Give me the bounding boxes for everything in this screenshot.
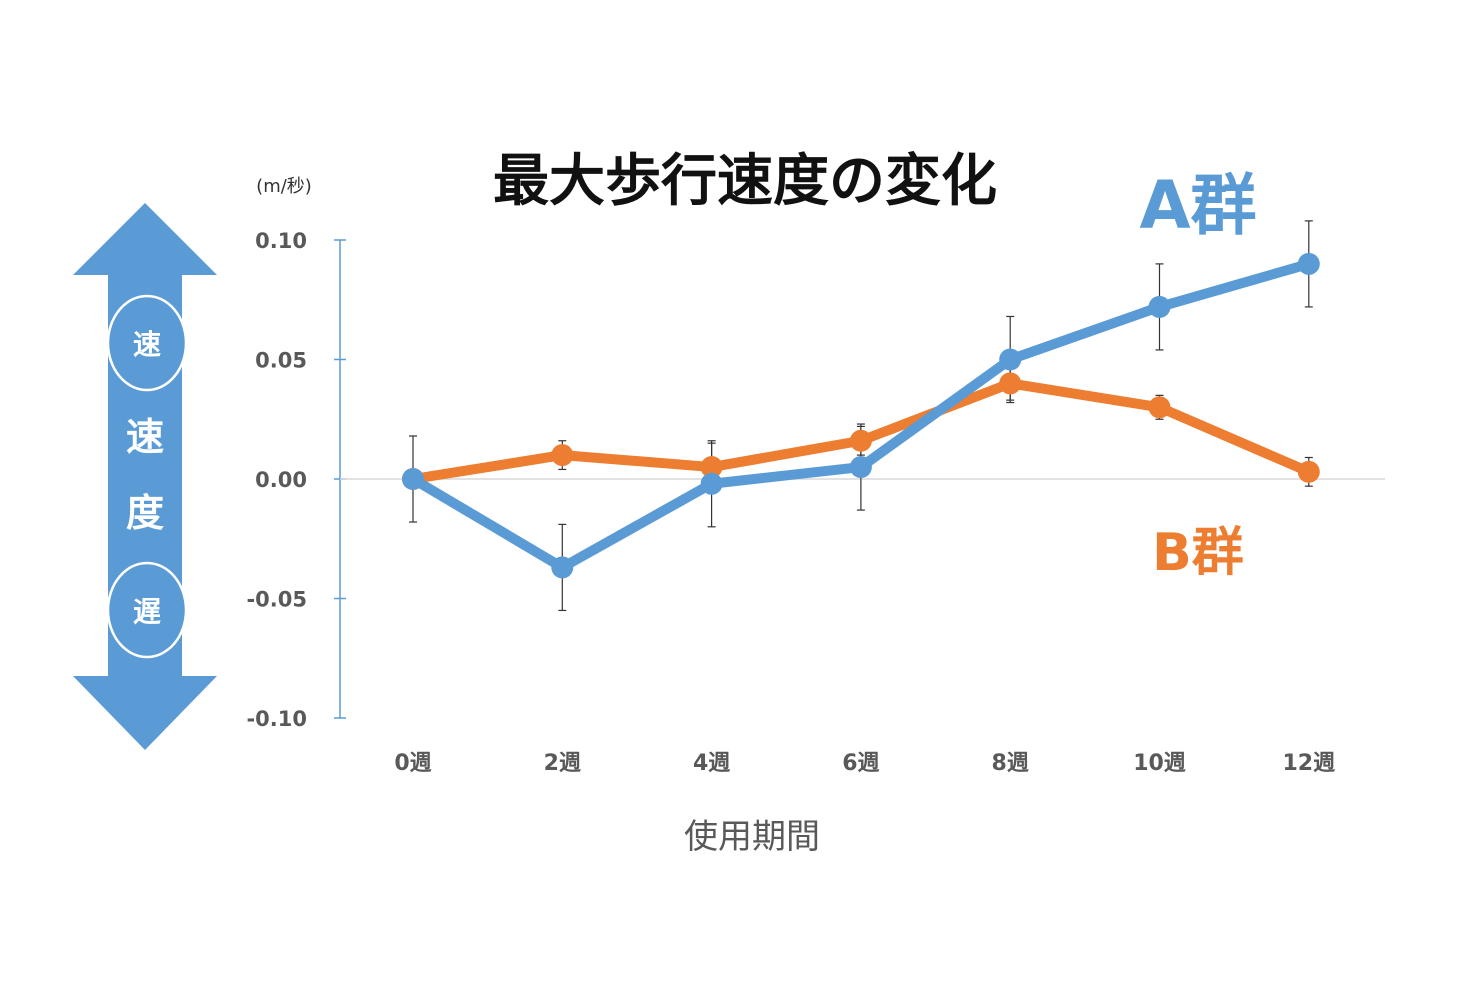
fast-label: 速 [133, 328, 161, 361]
data-point-a [849, 456, 872, 479]
data-point-b [849, 429, 872, 452]
y-tick-label: 0.00 [255, 468, 307, 492]
x-tick-label: 10週 [1133, 751, 1186, 776]
y-tick-label: -0.05 [246, 588, 307, 612]
y-tick-label: -0.10 [246, 707, 307, 731]
series-label-a: A群 [1139, 167, 1256, 244]
chart-title: 最大歩行速度の変化 [493, 149, 997, 214]
x-axis-label: 使用期間 [684, 817, 820, 857]
y-unit-label: (m/秒) [256, 176, 312, 197]
x-tick-label: 6週 [842, 751, 879, 776]
y-tick-label: 0.05 [255, 349, 307, 373]
data-point-a [1297, 252, 1320, 275]
x-axis-tick-labels: 0週 2週 4週 6週 8週 10週 12週 [394, 751, 1335, 776]
speed-indicator: 速 速 度 遅 [73, 203, 217, 750]
data-point-b [999, 372, 1022, 395]
speed-label-bottom: 度 [126, 491, 164, 535]
x-tick-label: 8週 [992, 751, 1029, 776]
series-lines [408, 258, 1314, 573]
data-point-a [1148, 295, 1171, 318]
data-point-a [551, 556, 574, 579]
y-tick-label: 0.10 [255, 229, 307, 253]
fast-circle-icon [106, 294, 188, 392]
series-label-b: B群 [1152, 523, 1244, 583]
data-point-b [551, 444, 574, 467]
data-point-b [1148, 396, 1171, 419]
data-point-b [700, 456, 723, 479]
x-tick-label: 4週 [693, 751, 730, 776]
data-point-a [999, 348, 1022, 371]
data-point-a [700, 472, 723, 495]
data-point-b [1297, 460, 1320, 483]
slow-label: 遅 [133, 595, 161, 628]
speed-double-arrow-icon [73, 203, 217, 750]
series-points [402, 252, 1320, 579]
x-tick-label: 12週 [1282, 751, 1335, 776]
x-tick-label: 0週 [394, 751, 431, 776]
speed-label-top: 速 [126, 415, 164, 459]
y-axis: 0.10 0.05 0.00 -0.05 -0.10 [246, 229, 346, 731]
data-point-a [402, 468, 424, 490]
x-tick-label: 2週 [544, 751, 581, 776]
slow-circle-icon [106, 561, 188, 659]
